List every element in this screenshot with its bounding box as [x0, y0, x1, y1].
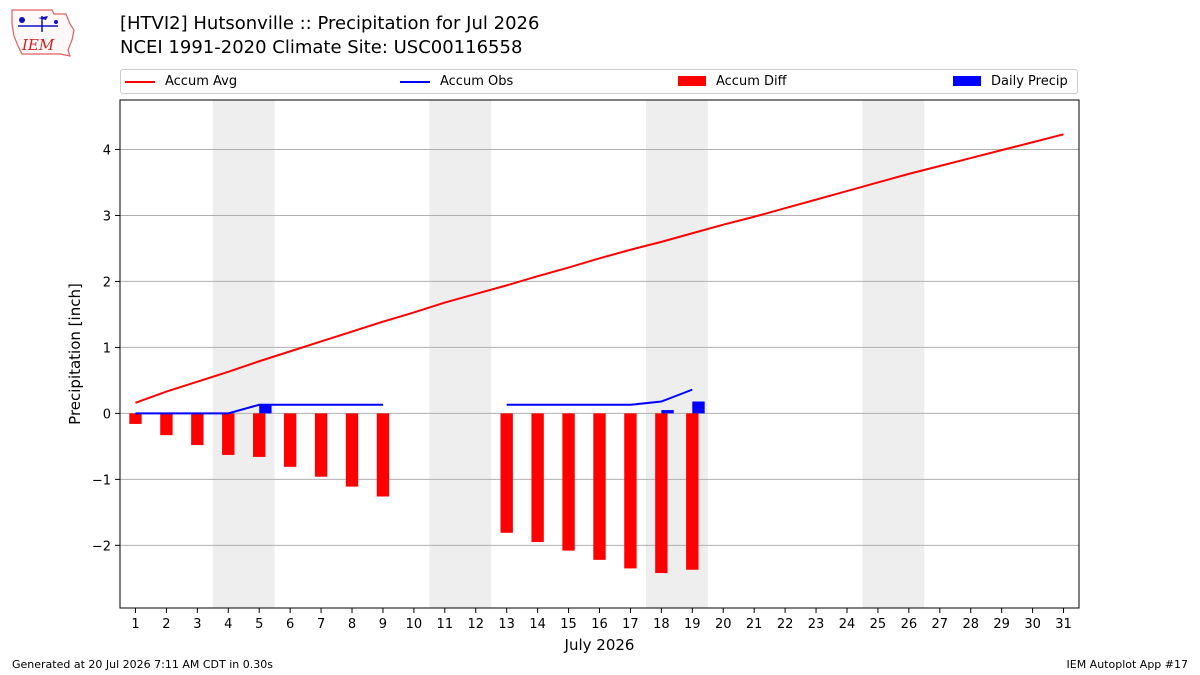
x-tick-label: 31 [1055, 617, 1072, 632]
x-tick-label: 18 [653, 617, 670, 632]
y-tick-label: −1 [92, 473, 111, 488]
accum-diff-bar [655, 413, 668, 574]
y-axis-label: Precipitation [inch] [66, 283, 84, 425]
generated-note: Generated at 20 Jul 2026 7:11 AM CDT in … [12, 658, 273, 671]
accum-diff-bar [624, 413, 637, 569]
daily-precip-bar [259, 404, 272, 414]
x-tick-label: 24 [839, 617, 856, 632]
x-tick-label: 29 [993, 617, 1010, 632]
legend-label: Accum Avg [165, 74, 238, 89]
x-tick-label: 6 [286, 617, 294, 632]
weekend-band [429, 100, 492, 608]
x-tick-label: 15 [560, 617, 577, 632]
accum-diff-bar [283, 413, 297, 467]
x-tick-label: 11 [437, 617, 454, 632]
x-tick-label: 21 [746, 617, 763, 632]
x-tick-label: 16 [591, 617, 608, 632]
accum-diff-bar [191, 413, 204, 446]
legend-label: Accum Obs [440, 74, 514, 89]
accum-diff-bar [500, 413, 513, 533]
accum-avg-line [135, 133, 1064, 404]
weekend-band [862, 100, 925, 608]
weekend-shading [212, 100, 925, 608]
accum-diff-bar [531, 413, 544, 543]
chart-title: [HTVI2] Hutsonville :: Precipitation for… [120, 13, 540, 34]
weekend-band [212, 100, 275, 608]
iem-logo: IEM [11, 9, 75, 57]
x-tick-label: 10 [406, 617, 423, 632]
y-tick-label: 2 [103, 275, 111, 290]
x-tick-label: 26 [901, 617, 918, 632]
accum-diff-bar [593, 413, 606, 560]
accum-diff-bar [222, 413, 235, 455]
x-tick-label: 17 [622, 617, 639, 632]
x-tick-label: 4 [224, 617, 232, 632]
x-tick-label: 12 [467, 617, 484, 632]
daily-precip-bar [692, 401, 705, 414]
x-tick-label: 19 [684, 617, 701, 632]
x-tick-label: 9 [379, 617, 387, 632]
y-tick-label: 4 [103, 143, 111, 158]
x-tick-label: 13 [498, 617, 515, 632]
y-tick-label: −2 [92, 539, 111, 554]
chart-legend: Accum Avg Accum Obs Accum Diff Daily Pre… [120, 69, 1078, 94]
accum-diff-bar [562, 413, 575, 551]
app-note: IEM Autoplot App #17 [1066, 658, 1189, 671]
y-tick-label: 1 [103, 341, 111, 356]
accum-obs-line [506, 388, 693, 406]
legend-swatch-accum-diff [678, 76, 706, 86]
x-tick-label: 14 [529, 617, 546, 632]
logo-text: IEM [21, 36, 55, 54]
series-lines [135, 133, 1064, 415]
y-tick-label: 3 [103, 209, 111, 224]
accum-diff-bar [253, 413, 266, 457]
x-tick-label: 28 [962, 617, 979, 632]
legend-label: Daily Precip [991, 74, 1068, 89]
x-tick-label: 22 [777, 617, 794, 632]
legend-swatch-accum-obs [400, 81, 430, 83]
accum-obs-line [135, 403, 383, 415]
accum-diff-bar [686, 413, 699, 570]
x-tick-label: 27 [932, 617, 949, 632]
legend-swatch-accum-avg [125, 81, 155, 83]
legend-label: Accum Diff [716, 74, 787, 89]
x-tick-label: 3 [193, 617, 201, 632]
x-tick-label: 2 [162, 617, 170, 632]
y-tick-label: 0 [103, 407, 111, 422]
x-tick-label: 25 [870, 617, 887, 632]
x-tick-label: 1 [131, 617, 139, 632]
x-tick-label: 20 [715, 617, 732, 632]
accum-diff-bar [345, 413, 359, 487]
x-tick-label: 30 [1024, 617, 1041, 632]
x-tick-label: 23 [808, 617, 825, 632]
accum-diff-bar [376, 413, 390, 497]
x-axis-label: July 2026 [564, 636, 635, 654]
accum-diff-bar [314, 413, 328, 477]
accum-diff-bar [160, 413, 173, 436]
daily-precip-bar [661, 410, 674, 414]
x-tick-label: 5 [255, 617, 263, 632]
x-tick-label: 8 [348, 617, 356, 632]
legend-swatch-daily-precip [953, 76, 981, 86]
accum-diff-bar [129, 413, 142, 424]
chart-subtitle: NCEI 1991-2020 Climate Site: USC00116558 [120, 37, 523, 58]
bars [129, 401, 705, 574]
x-tick-label: 7 [317, 617, 325, 632]
